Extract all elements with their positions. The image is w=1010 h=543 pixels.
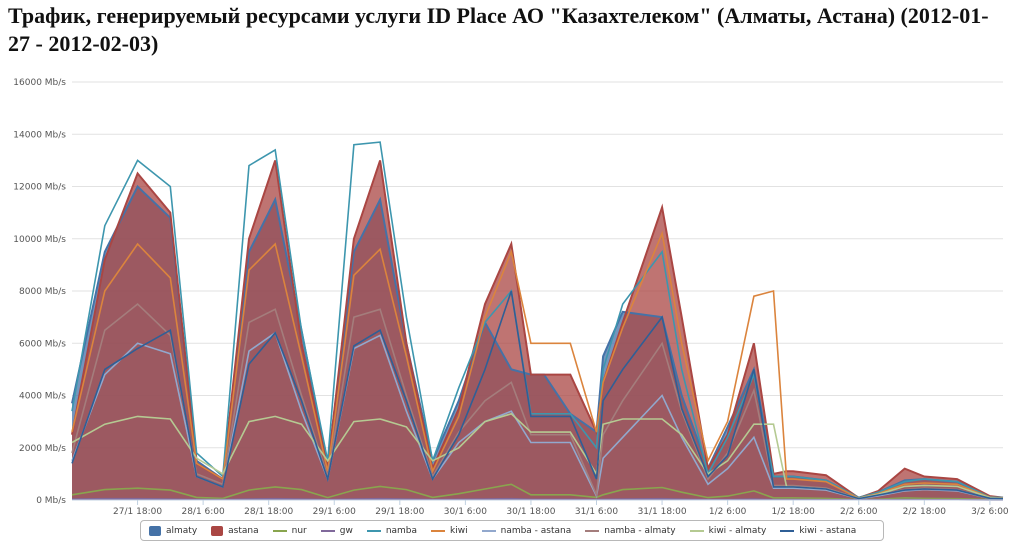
chart-title: Трафик, генерируемый ресурсами услуги ID… (8, 3, 989, 56)
legend-swatch (272, 529, 287, 532)
legend-label: astana (228, 525, 259, 536)
legend-item-kiwi-astana[interactable]: kiwi - astana (780, 526, 856, 536)
chart-legend: almaty astana nur gw namba kiwi namba - astana… (140, 520, 884, 541)
y-tick-label: 12000 Mb/s (13, 183, 66, 193)
x-tick-label: 31/1 6:00 (575, 507, 619, 517)
x-tick-label: 30/1 6:00 (444, 507, 488, 517)
area-layer (72, 160, 1003, 500)
legend-swatch (320, 529, 335, 532)
x-tick-label: 1/2 18:00 (772, 507, 816, 517)
y-tick-label: 16000 Mb/s (13, 78, 66, 88)
x-tick-label: 27/1 18:00 (113, 507, 162, 517)
x-tick-label: 2/2 18:00 (903, 507, 947, 517)
legend-swatch (211, 525, 224, 536)
y-tick-label: 10000 Mb/s (13, 235, 66, 245)
legend-label: almaty (166, 525, 198, 536)
y-tick-label: 4000 Mb/s (19, 392, 66, 402)
y-tick-label: 14000 Mb/s (13, 130, 66, 140)
legend-swatch (149, 525, 161, 536)
legend-swatch (481, 529, 496, 532)
legend-item-nur[interactable]: nur (272, 525, 307, 536)
legend-item-namba-astana[interactable]: namba - astana (481, 525, 572, 536)
legend-label: gw (339, 525, 353, 536)
x-tick-label: 28/1 18:00 (244, 507, 293, 517)
legend-label: namba (385, 525, 418, 536)
legend-item-astana[interactable]: astana (211, 525, 259, 536)
x-tick-label: 29/1 18:00 (375, 507, 424, 517)
legend-swatch (585, 529, 600, 532)
legend-swatch (780, 529, 795, 532)
x-tick-label: 28/1 6:00 (181, 507, 225, 517)
x-tick-label: 2/2 6:00 (840, 507, 878, 517)
legend-label: kiwi (450, 525, 468, 536)
line-kiwi (71, 230, 1004, 500)
x-tick-label: 29/1 6:00 (313, 507, 357, 517)
legend-swatch (366, 529, 381, 532)
traffic-chart: 0 Mb/s 2000 Mb/s 4000 Mb/s 6000 Mb/s 8000 Mb… (13, 78, 1009, 517)
line-kiwi-astana (71, 290, 1004, 500)
y-tick-label: 0 Mb/s (36, 496, 66, 506)
legend-item-namba-almaty[interactable]: namba - almaty (585, 525, 676, 536)
legend-label: namba - astana (500, 525, 572, 536)
x-tick-label: 30/1 18:00 (506, 507, 555, 517)
legend-swatch (431, 529, 446, 532)
line-layer (71, 141, 1004, 501)
y-tick-label: 6000 Mb/s (19, 339, 66, 349)
legend-label: kiwi - almaty (708, 525, 767, 536)
area-edge-astana (71, 160, 1004, 500)
y-tick-label: 8000 Mb/s (19, 287, 66, 297)
x-tick-label: 1/2 6:00 (709, 507, 747, 517)
y-tick-label: 2000 Mb/s (19, 444, 66, 454)
x-tick-label: 3/2 6:00 (971, 507, 1009, 517)
legend-swatch (689, 529, 704, 532)
legend-item-namba[interactable]: namba (366, 525, 418, 536)
axis-layer: 0 Mb/s 2000 Mb/s 4000 Mb/s 6000 Mb/s 8000 Mb… (13, 78, 1009, 517)
legend-item-almaty[interactable]: almaty (149, 525, 198, 536)
legend-item-kiwi-almaty[interactable]: kiwi - almaty (689, 525, 767, 536)
legend-label: kiwi - astana (799, 525, 857, 536)
legend-item-gw[interactable]: gw (320, 525, 353, 536)
area-astana (72, 160, 1003, 500)
legend-label: namba - almaty (604, 525, 676, 536)
legend-label: nur (291, 525, 307, 536)
legend-item-kiwi[interactable]: kiwi (431, 526, 468, 536)
x-tick-label: 31/1 18:00 (638, 507, 687, 517)
